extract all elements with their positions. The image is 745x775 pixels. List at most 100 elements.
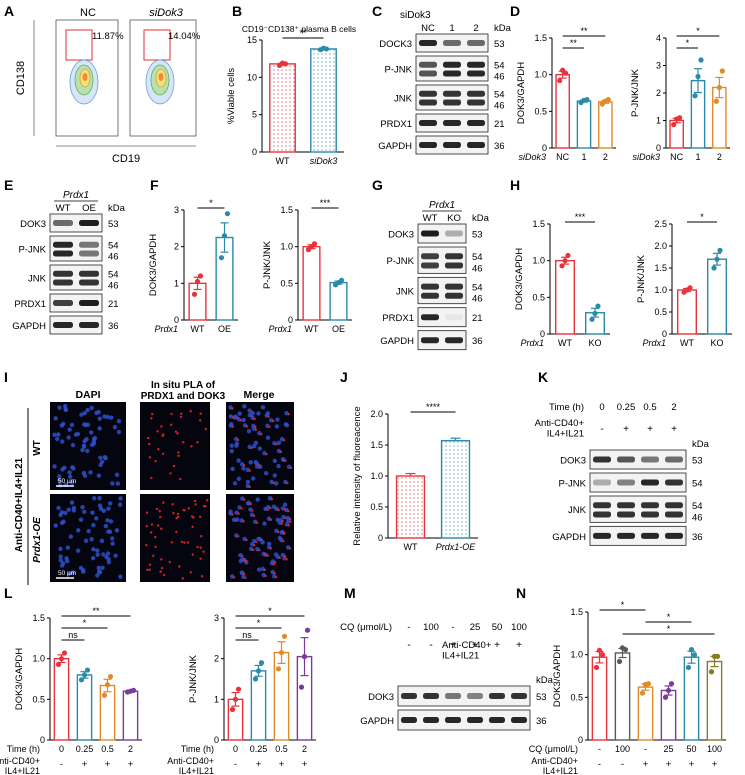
x-treat-label: + [643, 759, 649, 770]
bar [591, 656, 608, 741]
blot-row-label: DOK3 [368, 692, 394, 703]
pla-dot [199, 546, 202, 549]
data-point [55, 661, 62, 667]
pla-dot [270, 498, 274, 501]
data-point [218, 255, 225, 261]
nucleus-dot [232, 481, 238, 486]
chart-l2: 0 1 2 3 P-JNK/JNK 0 - 0.25 +0.5 +2 + Time (h) Anti-C… [167, 606, 316, 775]
nucleus-dot [81, 443, 87, 448]
pla-dot [254, 428, 258, 431]
nucleus-dot [91, 496, 97, 501]
nucleus-dot [110, 536, 115, 541]
blot-m-cq: - [407, 622, 410, 633]
y-tick-label: 0.5 [280, 278, 293, 288]
blot-kda-value: 54 [494, 89, 505, 100]
blot-band [617, 479, 635, 486]
bar [53, 657, 70, 741]
x-tick-label: OE [332, 324, 345, 334]
y-tick-label: 1.5 [280, 205, 293, 215]
blot-band [53, 220, 73, 226]
nucleus-dot [52, 432, 57, 437]
blot-band [421, 337, 439, 344]
bar [250, 670, 267, 741]
chart-title: CD19⁻CD138⁺ plasma B cells [242, 24, 356, 34]
nucleus-dot [68, 474, 73, 479]
pla-dot [161, 452, 165, 456]
y-axis-label: DOK3/GAPDH [552, 645, 563, 707]
x-tick-label: WT [680, 338, 694, 348]
blot-band [445, 230, 463, 237]
x-tick-label: 0.5 [101, 744, 114, 754]
y-tick-label: 3 [174, 205, 179, 215]
pla-dot [231, 416, 235, 419]
pla-dot [283, 508, 287, 511]
nucleus-dot [55, 436, 60, 442]
blot-band [641, 502, 659, 509]
pla-dot [258, 548, 261, 552]
blot-row-label: P-JNK [387, 256, 415, 267]
pla-dot [150, 523, 154, 526]
y-tick-label: 0.5 [570, 692, 583, 702]
pla-dot [177, 451, 180, 454]
pla-dot [189, 571, 192, 574]
pla-dot [148, 568, 151, 571]
pla-dot [159, 570, 162, 573]
nucleus-dot [88, 470, 93, 475]
nucleus-dot [61, 519, 66, 524]
flow-xlabel: CD19 [112, 153, 140, 165]
nucleus-dot [57, 477, 62, 483]
nucleus-dot [60, 467, 65, 472]
blot-m-cq: 25 [470, 622, 481, 633]
nucleus-dot [258, 464, 263, 469]
data-point [104, 682, 111, 688]
nucleus-dot [66, 507, 71, 512]
pla-dot [242, 520, 245, 523]
x-tick-label: 2 [603, 152, 608, 162]
pla-dot [199, 412, 202, 415]
y-tick-label: 1.5 [370, 440, 383, 450]
nucleus-dot [99, 538, 105, 544]
panel-letter-d: D [510, 3, 520, 19]
pla-dot [191, 553, 194, 556]
blot-kda-value: 21 [472, 313, 483, 324]
blot-k-row2-label: Anti-CD40+ [535, 418, 585, 429]
blot-k-row1-label: Time (h) [549, 402, 584, 413]
nucleus-dot [94, 516, 99, 521]
pla-dot [152, 554, 155, 558]
pla-dot [266, 508, 269, 511]
pla-dot [183, 541, 186, 544]
nucleus-dot [80, 504, 85, 510]
pla-dot [154, 459, 157, 463]
pla-dot [269, 518, 273, 521]
blot-row-label: P-JNK [385, 65, 413, 76]
flow-right-label: siDok3 [149, 7, 184, 19]
y-tick-label: 2.0 [654, 241, 667, 251]
blot-strip [589, 525, 687, 546]
y-tick-label: 3 [214, 613, 219, 623]
nucleus-dot [60, 439, 65, 444]
data-point [130, 687, 137, 693]
blot-band [445, 337, 463, 344]
data-point [557, 77, 563, 84]
x-treat-label: + [105, 759, 111, 770]
micro-col-title-dapi: DAPI [75, 389, 100, 401]
nucleus-dot [102, 455, 108, 460]
blot-band [421, 314, 439, 321]
sig-label: ** [299, 28, 307, 38]
sig-label: * [209, 198, 213, 208]
data-point [338, 277, 345, 283]
pla-dot [182, 508, 185, 512]
nucleus-dot [91, 547, 96, 552]
sig-label: ** [92, 606, 100, 616]
data-point [719, 68, 725, 74]
nucleus-dot [267, 541, 272, 546]
blot-m-cq: 100 [511, 622, 527, 633]
blot-band [511, 693, 527, 699]
micro-tile-dapi [50, 494, 126, 582]
nucleus-dot [68, 534, 74, 539]
pla-dot [287, 509, 290, 513]
nucleus-dot [107, 501, 113, 506]
blot-band [443, 90, 461, 97]
bar [637, 686, 654, 741]
pla-dot [180, 540, 184, 544]
